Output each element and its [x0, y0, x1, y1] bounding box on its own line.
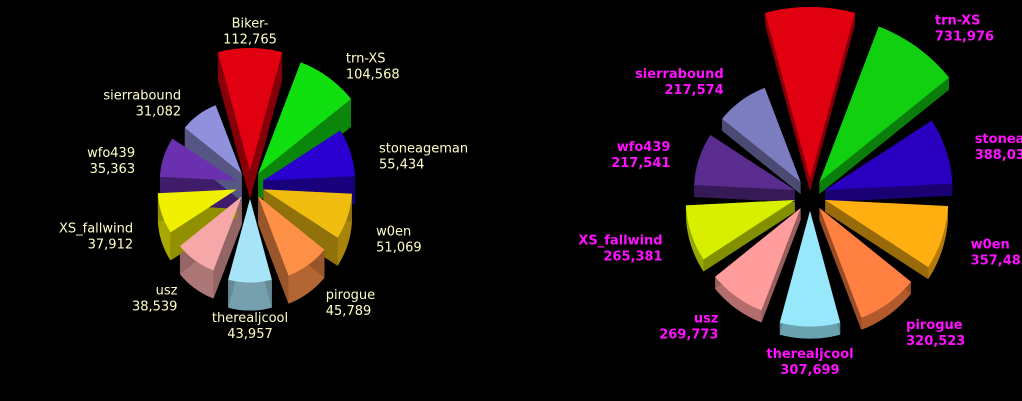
slice [217, 48, 283, 171]
slice-name: w0en [971, 238, 1010, 253]
slice [184, 105, 242, 174]
slice-name: stoneageman [379, 142, 468, 157]
slice-name: XS_fallwind [578, 233, 662, 248]
slice [765, 7, 855, 179]
slice-name: sierrabound [635, 67, 724, 82]
slice-name: usz [694, 311, 719, 326]
slice [819, 207, 911, 318]
slice-value: 45,789 [326, 304, 372, 319]
slice-side [765, 12, 810, 191]
slice [179, 196, 242, 271]
slice-value: 55,434 [379, 158, 425, 173]
slice [694, 135, 795, 191]
slice-side [715, 276, 762, 323]
slice-name: pirogue [326, 288, 375, 303]
slice-side [157, 193, 171, 261]
slice-name: Biker- [232, 17, 269, 32]
slice-side [779, 322, 841, 339]
slice-value: 217,541 [611, 156, 670, 171]
slice-value: 51,069 [376, 240, 422, 255]
slice-side [761, 207, 801, 323]
slice [825, 199, 949, 268]
slice-value: 35,363 [90, 162, 136, 177]
slice-side [703, 199, 795, 272]
slice-name: therealjcool [766, 347, 853, 362]
slice [157, 189, 237, 233]
slice-side [694, 184, 795, 203]
slice-value: 265,381 [603, 249, 662, 264]
slice-side [685, 205, 704, 272]
slice-name: pirogue [906, 318, 963, 333]
slice-side [810, 12, 855, 191]
slice-name: therealjcool [212, 311, 288, 326]
slice [825, 120, 953, 191]
slice-side [217, 52, 250, 199]
slice-value: 38,539 [132, 299, 178, 314]
slice-value: 43,957 [227, 327, 273, 342]
slice [779, 211, 841, 327]
slice-name: usz [156, 283, 178, 298]
slice [228, 199, 272, 283]
slice [819, 26, 949, 183]
slice-name: wfo439 [87, 146, 135, 161]
slice-value: 37,912 [88, 237, 134, 252]
slice-side [861, 281, 911, 330]
slice-name: trn-XS [935, 14, 981, 29]
slice-side [258, 196, 289, 304]
slice-side [337, 193, 352, 266]
slice [159, 138, 237, 181]
slice-value: 112,765 [223, 33, 277, 48]
slice-side [722, 118, 801, 195]
slice-side [928, 206, 949, 280]
slice-name: stoneageman [975, 132, 1022, 147]
slice-value: 31,082 [136, 105, 182, 120]
slice [715, 207, 801, 311]
slice-side [825, 199, 929, 280]
slice-side [228, 279, 272, 311]
slice-side [250, 52, 283, 199]
slice-side [825, 183, 953, 203]
slice [685, 199, 795, 260]
slice-name: wfo439 [617, 140, 671, 155]
slice-name: sierrabound [103, 89, 181, 104]
slice [263, 189, 352, 238]
slice-value: 307,699 [780, 363, 839, 378]
slice-value: 731,976 [935, 30, 994, 45]
slice-side [819, 77, 949, 195]
slice [722, 87, 801, 183]
slice-name: w0en [376, 224, 411, 239]
slice-value: 357,483 [971, 254, 1022, 269]
slice-name: XS_fallwind [59, 221, 133, 236]
slice [258, 62, 351, 174]
slice [263, 130, 355, 181]
slice-value: 388,038 [975, 148, 1022, 163]
slice-side [819, 207, 862, 330]
slice-side [184, 127, 242, 202]
slice-value: 320,523 [906, 334, 965, 349]
slice [258, 196, 325, 276]
slice-value: 104,568 [346, 68, 400, 83]
slice-name: trn-XS [346, 52, 386, 67]
slice-value: 217,574 [665, 83, 724, 98]
slice-value: 269,773 [659, 327, 718, 342]
